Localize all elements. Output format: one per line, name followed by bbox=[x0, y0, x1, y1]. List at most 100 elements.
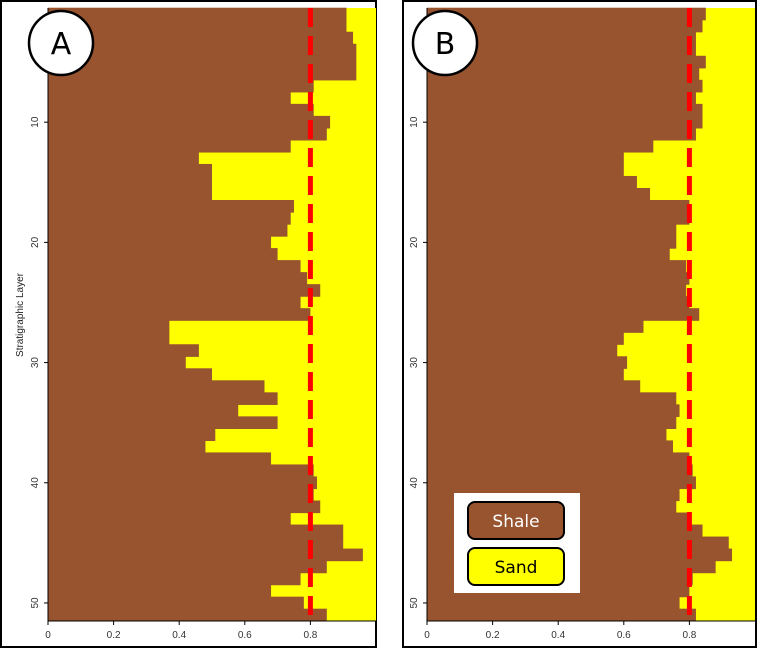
shale-bar bbox=[48, 368, 212, 381]
shale-bar bbox=[48, 332, 170, 345]
shale-bar bbox=[48, 596, 304, 610]
shale-bar bbox=[48, 175, 212, 189]
shale-bar bbox=[48, 320, 170, 333]
y-tick-label: 30 bbox=[30, 357, 41, 369]
shale-bar bbox=[48, 103, 314, 117]
shale-bar bbox=[427, 31, 696, 45]
shale-bar bbox=[48, 91, 291, 105]
shale-bar bbox=[48, 236, 272, 249]
shale-bar bbox=[427, 380, 641, 393]
panel-a-badge bbox=[27, 9, 95, 77]
shale-bar bbox=[48, 524, 344, 538]
shale-bar bbox=[427, 596, 680, 610]
y-tick-label: 50 bbox=[30, 597, 41, 609]
shale-bar bbox=[427, 67, 700, 81]
legend-label-shale: Shale bbox=[492, 512, 539, 532]
panel-b-label: B bbox=[435, 27, 456, 62]
shale-bar bbox=[48, 200, 294, 213]
shale-bar bbox=[427, 356, 628, 369]
shale-bar bbox=[48, 416, 278, 429]
x-tick-label: 0.2 bbox=[107, 630, 121, 641]
x-tick-label: 0 bbox=[424, 630, 430, 641]
x-tick-label: 0.8 bbox=[303, 630, 317, 641]
shale-bar bbox=[427, 55, 706, 69]
shale-bar bbox=[48, 404, 239, 417]
shale-bar bbox=[427, 440, 673, 454]
shale-bar bbox=[48, 428, 216, 442]
shale-bar bbox=[48, 344, 199, 357]
shale-bar bbox=[48, 43, 357, 57]
shale-bar bbox=[427, 332, 624, 345]
panel-a-plot: 0 0.2 0.4 0.6 0.8 10 20 30 40 50 bbox=[30, 7, 376, 641]
panel-a-label: A bbox=[51, 27, 72, 62]
shale-bar bbox=[48, 248, 278, 261]
y-tick-label: 20 bbox=[409, 236, 420, 248]
shale-bar bbox=[48, 151, 199, 165]
shale-bar bbox=[48, 67, 357, 81]
y-tick-label: 40 bbox=[409, 477, 420, 489]
y-tick-label: 20 bbox=[30, 236, 41, 248]
y-tick-label: 30 bbox=[409, 357, 420, 369]
shale-bar bbox=[427, 464, 693, 478]
shale-bar bbox=[427, 91, 696, 105]
shale-bar bbox=[427, 392, 677, 405]
shale-bar bbox=[427, 404, 680, 417]
shale-bar bbox=[48, 31, 354, 45]
shale-bar bbox=[48, 55, 357, 69]
shale-bar bbox=[427, 320, 644, 333]
shale-bar bbox=[48, 212, 291, 225]
shale-bar bbox=[427, 175, 637, 189]
shale-bar bbox=[48, 488, 314, 502]
shale-bar bbox=[427, 296, 690, 309]
shale-bar bbox=[48, 548, 363, 562]
panel-a: 0 0.2 0.4 0.6 0.8 10 20 30 40 50 Stratigraphic La… bbox=[0, 0, 377, 648]
shale-bar bbox=[427, 452, 690, 466]
shale-bar bbox=[427, 248, 670, 261]
shale-bar bbox=[427, 151, 624, 165]
shale-bar bbox=[48, 464, 314, 478]
shale-bar bbox=[427, 428, 667, 442]
shale-bar bbox=[427, 7, 706, 21]
shale-bar bbox=[427, 272, 690, 285]
shale-bar bbox=[48, 79, 314, 93]
shale-bar bbox=[48, 224, 288, 237]
x-tick-label: 0.4 bbox=[172, 630, 186, 641]
shale-bar bbox=[48, 452, 272, 466]
legend: Shale Sand bbox=[454, 493, 580, 593]
shale-bar bbox=[48, 536, 344, 550]
shale-bar bbox=[48, 380, 265, 393]
y-tick-label: 10 bbox=[30, 116, 41, 128]
shale-bar bbox=[48, 19, 347, 33]
shale-bar bbox=[427, 344, 618, 357]
shale-bar bbox=[48, 260, 301, 273]
x-tick-label: 0.4 bbox=[551, 630, 565, 641]
shale-bar bbox=[48, 139, 291, 153]
y-tick-label: 10 bbox=[409, 116, 420, 128]
shale-bar bbox=[48, 296, 301, 309]
shale-bar bbox=[427, 284, 687, 297]
x-tick-label: 0.6 bbox=[238, 630, 252, 641]
shale-bar bbox=[427, 43, 696, 57]
shale-bar bbox=[427, 308, 700, 321]
shale-bar bbox=[427, 115, 703, 129]
y-tick-label: 40 bbox=[30, 477, 41, 489]
x-tick-label: 0.8 bbox=[682, 630, 696, 641]
panel-b: 0 0.2 0.4 0.6 0.8 10 20 30 40 50 B Shale Sand bbox=[402, 0, 757, 648]
shale-bar bbox=[427, 236, 677, 249]
shale-bar bbox=[427, 260, 687, 273]
shale-bar bbox=[427, 368, 624, 381]
shale-bar bbox=[427, 103, 703, 117]
shale-bar bbox=[427, 79, 703, 93]
shale-bar bbox=[48, 584, 272, 598]
legend-swatch-shale bbox=[467, 501, 565, 540]
x-tick-label: 0.6 bbox=[617, 630, 631, 641]
shale-bar bbox=[427, 224, 677, 237]
shale-bar bbox=[48, 272, 308, 285]
shale-bar bbox=[48, 163, 212, 177]
shale-bar bbox=[48, 392, 278, 405]
shale-bar bbox=[48, 476, 317, 490]
legend-label-sand: Sand bbox=[495, 558, 538, 578]
panel-a-y-axis-title: Stratigraphic Layer bbox=[15, 272, 26, 357]
legend-swatch-sand bbox=[467, 547, 565, 586]
x-tick-label: 0 bbox=[45, 630, 51, 641]
